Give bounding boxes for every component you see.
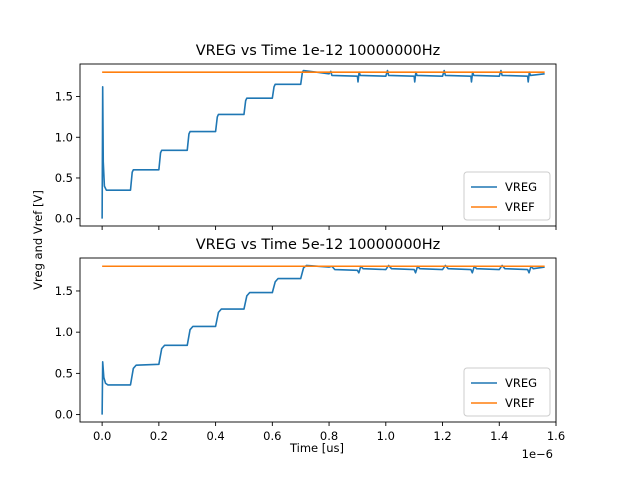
y-tick-label: 1.0: [55, 325, 73, 339]
legend-label-vreg: VREG: [505, 376, 537, 390]
axes-frame: [79, 257, 557, 423]
y-tick-label: 0.5: [55, 171, 73, 185]
legend: VREG VREF: [463, 367, 551, 417]
legend-label-vreg: VREG: [505, 180, 537, 194]
y-tick-label: 0.0: [55, 212, 73, 226]
legend-label-vref: VREF: [505, 396, 535, 410]
legend-box: [463, 367, 551, 417]
y-tick-label: 0.5: [55, 366, 73, 380]
chart-title: VREG vs Time 1e-12 10000000Hz: [196, 43, 441, 59]
legend-label-vref: VREF: [505, 200, 535, 214]
chart-panel-top: VREG vs Time 1e-12 10000000Hz 0.0 0.5 1.0 1.…: [55, 43, 557, 230]
shared-x-axis-label: Time [us]: [289, 441, 344, 455]
series-group: [101, 264, 545, 415]
y-tick-label: 1.5: [55, 284, 73, 298]
x-tick-label: 1.2: [433, 429, 451, 443]
shared-y-axis-label: Vreg and Vref [V]: [31, 190, 45, 290]
series-group: [101, 69, 545, 219]
x-tick-label: 1.6: [547, 429, 565, 443]
chart-title: VREG vs Time 5e-12 10000000Hz: [196, 237, 441, 253]
x-axis-offset-text: 1e−6: [522, 447, 553, 461]
x-tick-label: 0.6: [263, 429, 281, 443]
axes-frame: [79, 63, 557, 227]
legend: VREG VREF: [463, 171, 551, 221]
x-tick-label: 1.4: [490, 429, 508, 443]
chart-panel-bottom: VREG vs Time 5e-12 10000000Hz 0.0 0.5 1.0 1.…: [55, 237, 565, 443]
y-tick-label: 1.5: [55, 90, 73, 104]
x-tick-label: 0.0: [93, 429, 111, 443]
x-tick-label: 0.2: [150, 429, 168, 443]
x-tick-label: 0.4: [206, 429, 224, 443]
y-tick-label: 0.0: [55, 408, 73, 422]
x-tick-label: 1.0: [377, 429, 395, 443]
x-tick-label: 0.8: [320, 429, 338, 443]
legend-box: [463, 171, 551, 221]
y-tick-label: 1.0: [55, 130, 73, 144]
